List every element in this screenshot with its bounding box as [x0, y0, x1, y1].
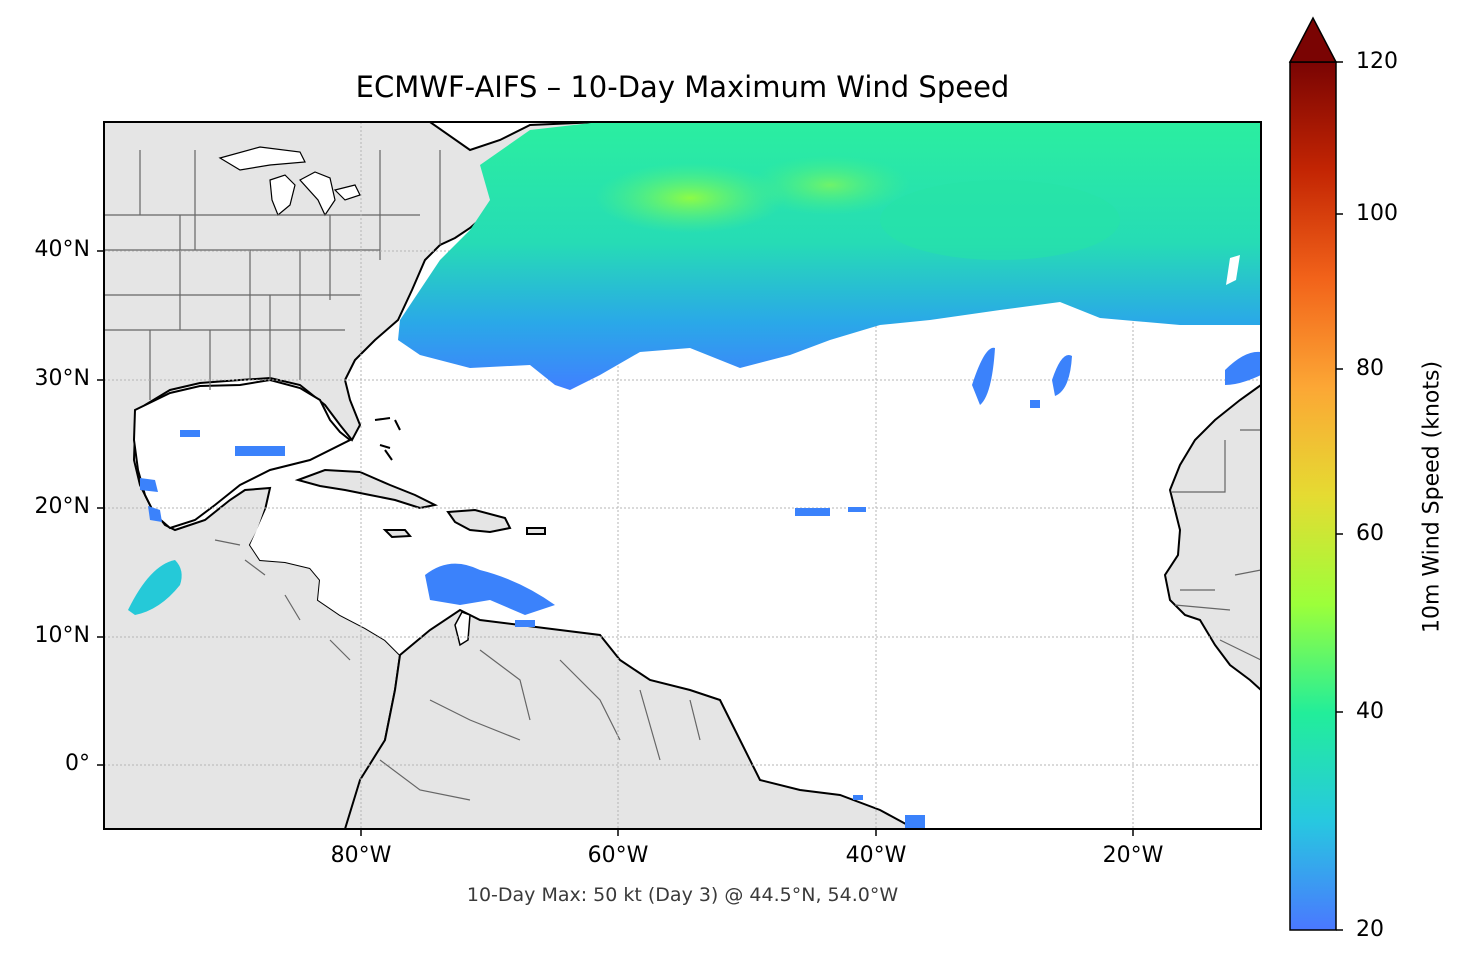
lat-label-40n: 40°N — [34, 237, 90, 262]
lat-label-0: 0° — [65, 751, 90, 776]
map-title: ECMWF-AIFS – 10-Day Maximum Wind Speed — [355, 70, 1010, 104]
max-wind-footnote: 10-Day Max: 50 kt (Day 3) @ 44.5°N, 54.0… — [466, 884, 899, 906]
map-tick-marks — [97, 250, 1134, 836]
colorbar-tick-20: 20 — [1356, 917, 1384, 942]
caribbean-sea — [250, 490, 604, 655]
colorbar-tick-100: 100 — [1356, 201, 1398, 226]
map-frame — [103, 121, 1262, 830]
colorbar-tick-60: 60 — [1356, 521, 1384, 546]
wind-field-pacific — [128, 560, 182, 615]
colorbar-tick-80: 80 — [1356, 356, 1384, 381]
colorbar-extend-arrow — [1288, 16, 1338, 63]
lon-label-20w: 20°W — [1102, 843, 1164, 868]
calm-pocket — [1226, 255, 1240, 285]
colorbar — [1289, 61, 1337, 931]
south-america-land — [343, 608, 916, 829]
lat-label-10n: 10°N — [34, 623, 90, 648]
great-lakes — [218, 146, 361, 217]
bahamas — [374, 417, 401, 461]
lat-label-30n: 30°N — [34, 366, 90, 391]
colorbar-label: 10m Wind Speed (knots) — [1419, 360, 1445, 634]
political-borders — [104, 150, 1261, 801]
puerto-rico — [526, 527, 546, 535]
lon-label-60w: 60°W — [587, 843, 649, 868]
wind-maximum-core — [595, 163, 785, 233]
lon-label-80w: 80°W — [330, 843, 392, 868]
lon-label-40w: 40°W — [845, 843, 907, 868]
colorbar-tick-marks — [1336, 61, 1343, 931]
colorbar-tick-40: 40 — [1356, 699, 1384, 724]
lake-maracaibo — [454, 611, 471, 647]
africa-land — [1163, 383, 1261, 692]
cuba — [294, 468, 439, 510]
lat-label-20n: 20°N — [34, 494, 90, 519]
colorbar-tick-120: 120 — [1356, 49, 1398, 74]
jamaica — [382, 529, 413, 539]
hispaniola — [446, 508, 512, 534]
wind-secondary-core — [750, 155, 910, 215]
wind-field-patches — [140, 347, 1261, 829]
